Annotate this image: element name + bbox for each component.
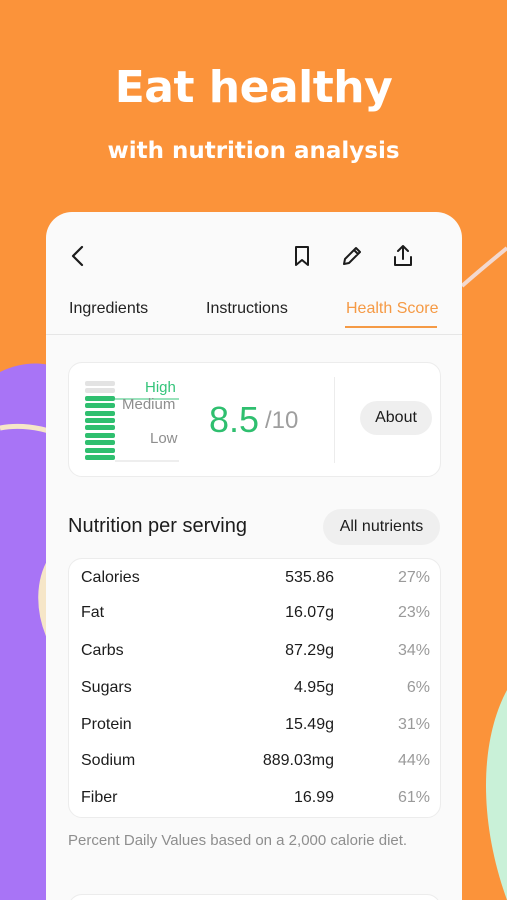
mint-blob-shape [485, 690, 507, 900]
tabs-divider [46, 334, 462, 335]
gauge-bar [85, 381, 115, 386]
health-score-value: 8.5 [209, 399, 260, 440]
table-row-protein: Protein 15.49g 31% [69, 708, 442, 744]
bookmark-icon[interactable] [288, 242, 316, 270]
purple-blob-shape [0, 363, 52, 900]
nutrient-amount: 87.29g [285, 642, 334, 659]
level-high-label: High [145, 379, 176, 396]
gauge-bar [85, 388, 115, 394]
health-score-card: High Medium Low 8.5 /10 About [68, 362, 441, 477]
nutrient-name: Fiber [81, 789, 118, 806]
nutrient-name: Sugars [81, 679, 132, 696]
nutrient-percent: 61% [397, 789, 430, 806]
table-row-carbs: Carbs 87.29g 34% [69, 634, 442, 670]
level-medium-label: Medium [122, 396, 176, 413]
nutrient-amount: 535.86 [285, 569, 334, 586]
gauge-bar [85, 410, 115, 416]
table-row-sodium: Sodium 889.03mg 44% [69, 744, 442, 780]
table-row-fiber: Fiber 16.99 61% [69, 781, 442, 817]
gauge-bar [85, 418, 115, 423]
nutrition-section-title: Nutrition per serving [68, 515, 247, 537]
nutrient-name: Calories [81, 569, 140, 586]
nutrient-name: Protein [81, 716, 132, 733]
nutrition-table: Calories 535.86 27% Fat 16.07g 23% Carbs… [68, 558, 441, 818]
about-button[interactable]: About [360, 401, 432, 435]
gauge-bar [85, 403, 115, 409]
nutrient-percent: 23% [397, 604, 430, 621]
active-tab-indicator [345, 326, 437, 328]
nutrient-amount: 16.07g [285, 604, 334, 621]
gauge-bar [85, 455, 115, 460]
top-toolbar [46, 212, 462, 292]
daily-values-footnote: Percent Daily Values based on a 2,000 ca… [68, 832, 408, 849]
light-line-shape [460, 246, 507, 288]
nutrient-amount: 16.99 [293, 789, 334, 806]
all-nutrients-button[interactable]: All nutrients [323, 509, 440, 545]
hero-subtitle: with nutrition analysis [107, 138, 400, 164]
tab-ingredients[interactable]: Ingredients [69, 300, 149, 317]
nutrient-percent: 31% [397, 716, 430, 733]
health-score-max: /10 [265, 407, 299, 434]
nutrient-name: Sodium [81, 752, 136, 769]
share-icon[interactable] [389, 242, 417, 270]
gauge-bar [85, 425, 115, 431]
gauge-bar [85, 447, 115, 453]
nutrient-name: Carbs [81, 642, 124, 659]
tab-instructions[interactable]: Instructions [206, 300, 288, 317]
nutrient-amount: 4.95g [293, 679, 334, 696]
nutrient-name: Fat [81, 604, 105, 621]
level-low-label: Low [150, 430, 178, 447]
chevron-left-icon[interactable] [64, 242, 92, 270]
table-row-calories: Calories 535.86 27% [69, 561, 442, 597]
gauge-bar [85, 440, 115, 446]
pencil-icon[interactable] [338, 242, 366, 270]
nutrient-amount: 15.49g [285, 716, 334, 733]
nutrient-percent: 6% [406, 679, 430, 696]
hero-title: Eat healthy [114, 62, 393, 113]
score-card-divider [334, 377, 335, 463]
table-row-fat: Fat 16.07g 23% [69, 596, 442, 632]
nutrient-percent: 44% [397, 752, 430, 769]
gauge-bar [85, 432, 115, 438]
nutrient-percent: 27% [397, 569, 430, 586]
app-screen: Ingredients Instructions Health Score Hi… [46, 212, 462, 900]
nutrient-percent: 34% [397, 642, 430, 659]
gauge-bar [85, 395, 115, 401]
nutrient-amount: 889.03mg [262, 752, 334, 769]
tab-bar: Ingredients Instructions Health Score [46, 294, 462, 334]
tab-health-score[interactable]: Health Score [346, 300, 439, 317]
table-row-sugars: Sugars 4.95g 6% [69, 671, 442, 707]
gauge-guide-lines [115, 398, 179, 462]
next-section-card [68, 894, 441, 900]
